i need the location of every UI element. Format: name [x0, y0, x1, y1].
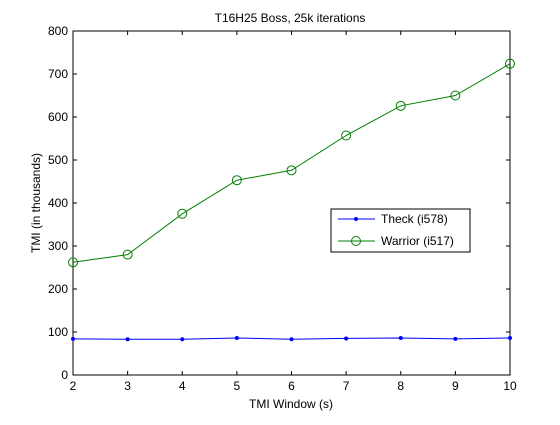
- data-point-warrior: [505, 58, 515, 69]
- data-point-theck: [453, 336, 458, 341]
- y-tick-label: 400: [48, 196, 68, 210]
- data-point-warrior: [395, 100, 406, 111]
- y-tick-label: 300: [48, 239, 68, 253]
- data-point-theck: [398, 336, 403, 341]
- x-tick-label: 10: [503, 379, 517, 393]
- x-axis: 2 3 4 5 6 7 8 9 10: [70, 31, 517, 393]
- y-tick-label: 700: [48, 67, 68, 81]
- x-tick-label: 6: [288, 379, 295, 393]
- legend: Theck (i578) Warrior (i517): [330, 208, 471, 253]
- series-layer: [68, 58, 515, 342]
- y-tick-label: 200: [48, 282, 68, 296]
- data-point-theck: [508, 336, 512, 341]
- data-point-theck: [289, 337, 294, 342]
- data-point-theck: [180, 337, 185, 342]
- data-point-warrior: [231, 175, 242, 186]
- y-axis-label: TMI (in thousands): [29, 153, 43, 253]
- data-point-warrior: [341, 130, 352, 141]
- x-tick-label: 8: [397, 379, 404, 393]
- x-tick-label: 5: [234, 379, 241, 393]
- legend-label-warrior: Warrior (i517): [381, 234, 454, 248]
- x-tick-label: 4: [179, 379, 186, 393]
- legend-label-theck: Theck (i578): [381, 212, 448, 226]
- x-tick-label: 2: [70, 379, 77, 393]
- data-point-warrior: [177, 208, 188, 219]
- plot-area: [72, 30, 511, 376]
- legend-marker-theck: [354, 217, 358, 221]
- series-line-warrior: [72, 63, 511, 263]
- x-tick-label: 3: [124, 379, 131, 393]
- x-tick-label: 7: [343, 379, 350, 393]
- x-tick-label: 9: [452, 379, 459, 393]
- y-tick-label: 0: [61, 368, 68, 382]
- x-axis-label: TMI Window (s): [249, 397, 333, 411]
- y-tick-label: 500: [48, 153, 68, 167]
- data-point-warrior: [286, 165, 297, 176]
- y-tick-label: 100: [48, 325, 68, 339]
- data-point-theck: [125, 337, 130, 342]
- y-tick-label: 800: [48, 24, 68, 38]
- data-point-theck: [71, 336, 75, 341]
- chart-title: T16H25 Boss, 25k iterations: [215, 11, 366, 25]
- y-axis: 0 100 200 300 400 500 600 700 800: [48, 24, 510, 382]
- legend-marker-warrior: [351, 236, 361, 246]
- y-tick-label: 600: [48, 110, 68, 124]
- data-point-theck: [234, 336, 239, 341]
- data-point-theck: [344, 336, 349, 341]
- data-point-warrior: [122, 249, 133, 260]
- data-point-warrior: [68, 257, 78, 268]
- data-point-warrior: [450, 90, 461, 101]
